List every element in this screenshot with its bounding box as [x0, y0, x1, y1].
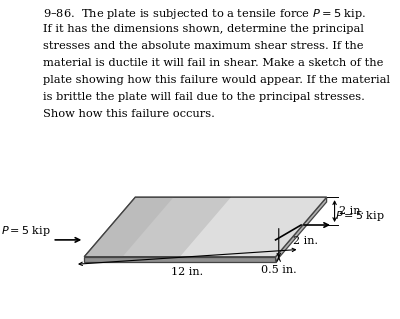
Polygon shape	[180, 197, 327, 257]
Text: $P = 5$ kip: $P = 5$ kip	[1, 224, 51, 238]
Polygon shape	[84, 197, 327, 257]
Polygon shape	[84, 197, 174, 257]
Polygon shape	[276, 197, 327, 262]
Text: 2 in.: 2 in.	[293, 236, 318, 246]
Text: material is ductile it will fail in shear. Make a sketch of the: material is ductile it will fail in shea…	[44, 58, 384, 68]
Text: is brittle the plate will fail due to the principal stresses.: is brittle the plate will fail due to th…	[44, 92, 365, 102]
Text: 9–86.  The plate is subjected to a tensile force $P = 5$ kip.: 9–86. The plate is subjected to a tensil…	[44, 7, 367, 21]
Text: Show how this failure occurs.: Show how this failure occurs.	[44, 109, 215, 119]
Polygon shape	[84, 257, 276, 262]
Text: 2 in.: 2 in.	[339, 206, 364, 216]
Text: plate showing how this failure would appear. If the material: plate showing how this failure would app…	[44, 75, 390, 85]
Text: 12 in.: 12 in.	[171, 267, 203, 277]
Text: stresses and the absolute maximum shear stress. If the: stresses and the absolute maximum shear …	[44, 41, 364, 51]
Text: If it has the dimensions shown, determine the principal: If it has the dimensions shown, determin…	[44, 24, 364, 34]
Text: 0.5 in.: 0.5 in.	[261, 265, 296, 275]
Text: $P = 5$ kip: $P = 5$ kip	[334, 209, 384, 223]
